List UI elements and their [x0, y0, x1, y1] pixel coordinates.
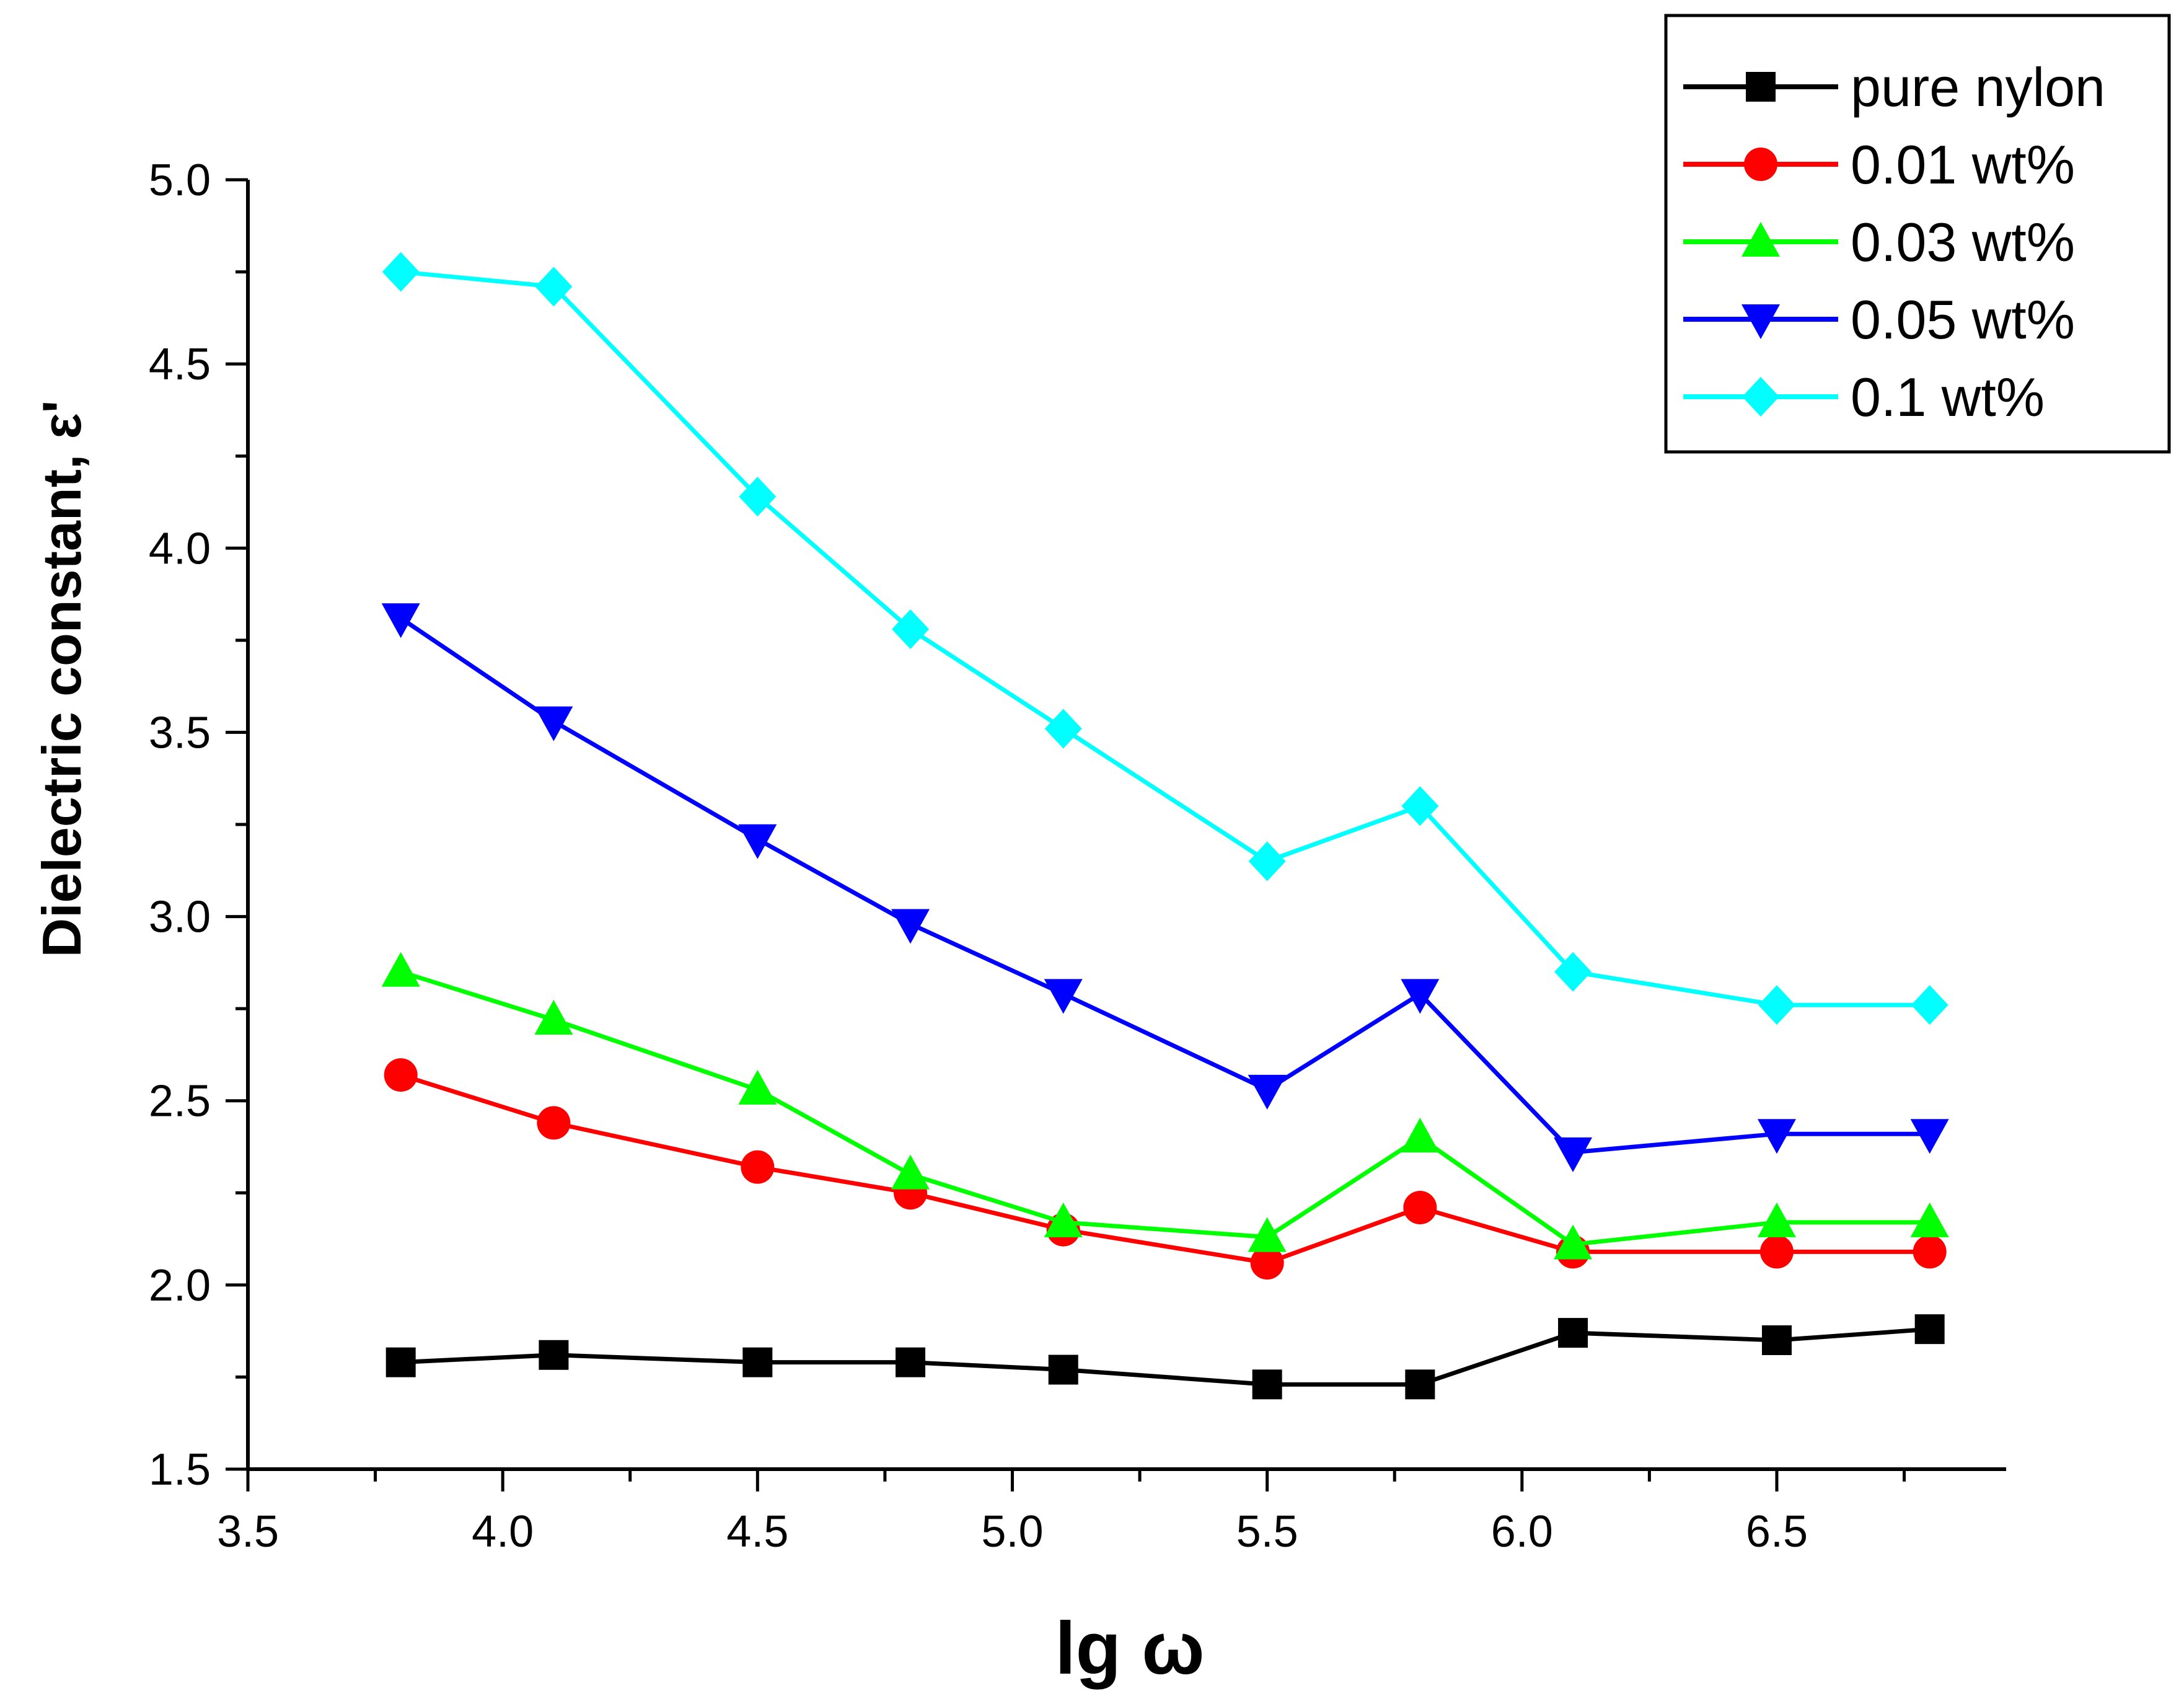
x-tick-label: 4.0	[472, 1507, 534, 1557]
x-tick-label: 5.5	[1236, 1507, 1298, 1557]
data-point	[891, 909, 930, 944]
data-point	[1248, 1217, 1287, 1252]
data-point	[738, 1069, 777, 1105]
data-point	[1759, 1235, 1794, 1269]
series-line	[400, 270, 1930, 1007]
data-point	[1403, 1191, 1437, 1225]
data-point	[1554, 952, 1592, 992]
legend-item: 0.03 wt%	[1683, 211, 2075, 273]
y-tick-label: 5.0	[149, 156, 211, 205]
legend-item: 0.01 wt%	[1683, 134, 2075, 195]
axes: 3.5 4.0 4.5 5.0 5.5 6.0 6.5 1.5 2.0 2.5 3.0 3.5 4.0 4…	[149, 156, 2006, 1557]
series-0	[385, 1314, 1945, 1400]
y-tick-label: 3.5	[149, 708, 211, 758]
data-point	[1761, 1325, 1792, 1355]
x-tick-label: 6.0	[1491, 1507, 1553, 1557]
y-tick-label: 3.0	[149, 893, 211, 942]
y-tick-label: 2.0	[149, 1261, 211, 1310]
series-group	[381, 252, 1949, 1400]
data-point	[534, 999, 573, 1035]
legend-label: 0.01 wt%	[1851, 134, 2075, 195]
data-point	[537, 1106, 571, 1140]
x-tick-label: 3.5	[217, 1507, 279, 1557]
series-1	[384, 1058, 1947, 1280]
series-3	[381, 603, 1949, 1172]
data-point	[1911, 985, 1948, 1025]
legend-label: pure nylon	[1851, 56, 2105, 118]
data-point	[1757, 1119, 1796, 1154]
legend-item: pure nylon	[1683, 56, 2105, 118]
data-point	[1405, 1369, 1435, 1400]
series-line	[400, 1327, 1930, 1387]
data-point	[534, 706, 573, 741]
legend-marker	[1746, 72, 1776, 102]
series-line	[400, 970, 1930, 1247]
data-point	[1914, 1314, 1945, 1345]
legend-item: 0.05 wt%	[1683, 289, 2075, 350]
x-axis-label: lg ω	[1055, 1607, 1204, 1690]
data-point	[742, 1347, 773, 1377]
data-point	[1910, 1202, 1949, 1237]
y-tick-label: 1.5	[149, 1445, 211, 1495]
data-point	[1401, 979, 1440, 1014]
data-point	[1913, 1235, 1947, 1269]
data-point	[535, 267, 573, 307]
data-point	[738, 824, 777, 859]
series-4	[382, 252, 1948, 1025]
legend-label: 0.05 wt%	[1851, 289, 2075, 350]
data-point	[741, 1150, 775, 1184]
data-point	[1554, 1137, 1593, 1172]
data-point	[1044, 709, 1082, 749]
data-point	[896, 1347, 926, 1377]
series-line	[400, 1072, 1930, 1265]
data-point	[539, 1340, 569, 1370]
data-point	[1554, 1224, 1593, 1260]
data-point	[1248, 1074, 1287, 1110]
legend-item: 0.1 wt%	[1683, 366, 2045, 428]
x-tick-label: 4.5	[726, 1507, 788, 1557]
series-line	[399, 616, 1930, 1155]
data-point	[891, 1154, 930, 1190]
data-point	[1044, 979, 1083, 1014]
data-point	[1252, 1369, 1282, 1400]
data-point	[1250, 1246, 1284, 1280]
data-point	[381, 603, 420, 638]
series-2	[381, 952, 1949, 1260]
data-point	[1401, 1118, 1440, 1153]
data-point	[385, 1347, 416, 1377]
data-point	[892, 609, 930, 650]
data-point	[1401, 786, 1439, 826]
data-point	[1758, 985, 1795, 1025]
y-tick-label: 4.0	[149, 524, 211, 573]
data-point	[381, 952, 420, 987]
data-point	[1910, 1119, 1949, 1154]
x-tick-label: 5.0	[981, 1507, 1043, 1557]
data-point	[1044, 1202, 1083, 1237]
data-point	[1048, 1354, 1078, 1385]
data-point	[384, 1058, 418, 1092]
legend-marker	[1742, 377, 1779, 417]
legend-label: 0.03 wt%	[1851, 211, 2075, 273]
x-tick-label: 6.5	[1746, 1507, 1808, 1557]
data-point	[1248, 841, 1286, 881]
data-point	[1757, 1202, 1796, 1237]
legend-marker	[1741, 304, 1780, 339]
data-point	[382, 252, 420, 292]
y-axis-label: Dielectric constant, ε'	[31, 400, 92, 958]
legend-marker	[1741, 222, 1780, 257]
legend-label: 0.1 wt%	[1851, 366, 2045, 428]
legend-marker	[1744, 148, 1777, 181]
data-point	[739, 477, 777, 517]
legend: pure nylon 0.01 wt% 0.03 wt% 0.05 wt% 0.1 wt…	[1664, 14, 2171, 454]
y-tick-label: 4.5	[149, 340, 211, 389]
data-point	[1558, 1318, 1588, 1348]
y-tick-label: 2.5	[149, 1077, 211, 1126]
